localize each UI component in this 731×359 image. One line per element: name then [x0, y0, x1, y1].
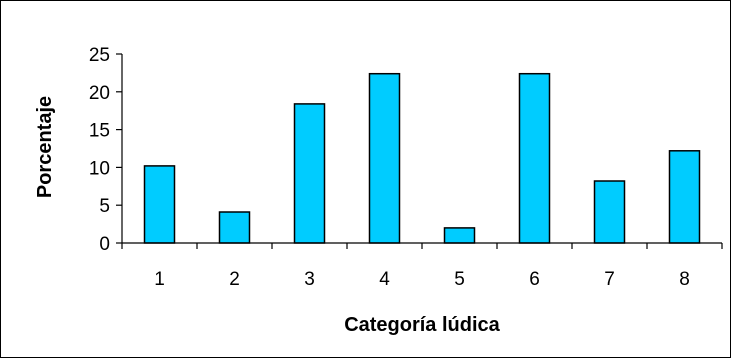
y-tick-label-5: 5: [99, 196, 110, 217]
bars-layer: [143, 72, 701, 244]
y-tick-label-25: 25: [89, 45, 110, 66]
bar-5: [443, 227, 476, 244]
x-tick-label-2: 2: [229, 269, 240, 290]
y-tick-label-0: 0: [99, 234, 110, 255]
labels-layer: 0 5 10 15 20 25 1 2 3 4 5 6 7 8: [89, 45, 690, 290]
x-tick-label-6: 6: [529, 269, 540, 290]
x-axis-title: Categoría lúdica: [344, 314, 500, 336]
bar-1: [143, 165, 176, 244]
y-axis-title: Porcentaje: [34, 96, 56, 198]
x-tick-label-3: 3: [304, 269, 315, 290]
bar-8: [668, 150, 701, 244]
x-tick-label-4: 4: [379, 269, 390, 290]
x-tick-label-1: 1: [154, 269, 165, 290]
x-tick-label-5: 5: [454, 269, 465, 290]
y-tick-label-10: 10: [89, 158, 110, 179]
bar-6: [518, 72, 551, 244]
axes-layer: [116, 53, 723, 249]
bar-4: [368, 72, 401, 244]
y-tick-label-20: 20: [89, 83, 110, 104]
bar-7: [593, 180, 626, 244]
bar-2: [218, 211, 251, 244]
bar-3: [293, 103, 326, 244]
x-tick-label-8: 8: [679, 269, 690, 290]
y-tick-label-15: 15: [89, 121, 110, 142]
x-tick-label-7: 7: [604, 269, 615, 290]
